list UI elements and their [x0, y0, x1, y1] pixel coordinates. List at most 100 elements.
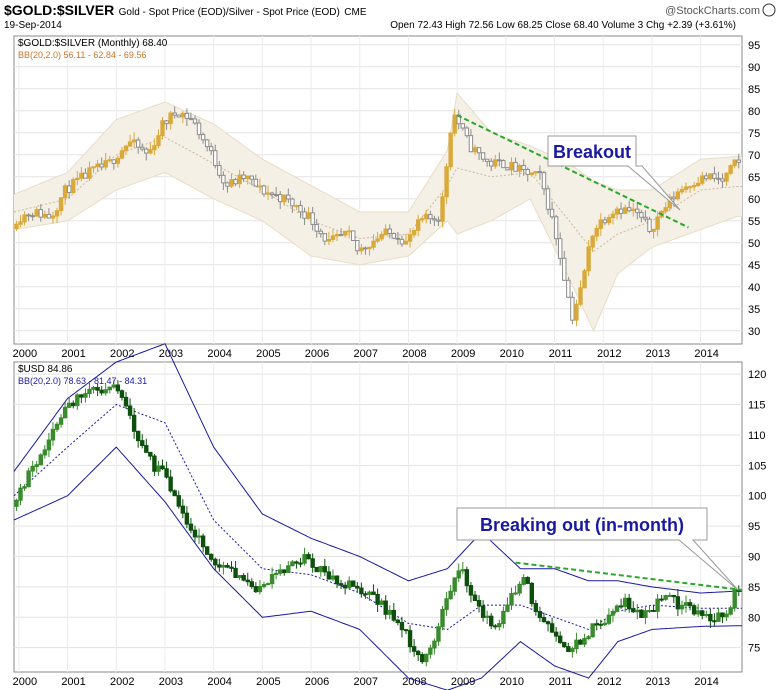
candle	[659, 598, 664, 601]
y-tick-label: 80	[748, 106, 760, 118]
candle	[675, 596, 681, 610]
candle	[436, 219, 441, 222]
trend-line	[456, 114, 689, 229]
candle	[123, 396, 129, 407]
y-tick-label: 35	[748, 304, 760, 316]
candle	[351, 230, 356, 242]
candle	[590, 235, 595, 248]
candle	[103, 389, 108, 394]
candle	[14, 223, 19, 230]
candle	[253, 178, 259, 187]
candle	[164, 468, 169, 478]
y-tick-label: 45	[748, 260, 760, 272]
candle	[436, 626, 441, 642]
candle	[196, 535, 202, 538]
candle	[724, 613, 729, 618]
candle	[590, 623, 595, 638]
x-tick-label: 2001	[61, 348, 85, 360]
candle	[192, 118, 198, 124]
candle	[440, 196, 445, 222]
candle	[379, 600, 384, 605]
candle	[54, 210, 60, 217]
candle	[375, 593, 380, 605]
candle	[91, 387, 96, 390]
candle	[302, 554, 307, 564]
candle	[675, 191, 681, 200]
candle	[582, 637, 587, 645]
candle	[334, 234, 340, 237]
x-tick-label: 2005	[256, 676, 280, 688]
candle	[480, 152, 486, 160]
close-icon	[762, 3, 776, 17]
candle	[732, 159, 737, 167]
candle	[188, 523, 194, 531]
candle	[691, 185, 697, 188]
candle	[724, 172, 729, 182]
candle	[432, 218, 437, 221]
bollinger-mid	[13, 136, 742, 253]
x-tick-label: 2004	[207, 676, 231, 688]
candle	[131, 414, 137, 432]
candle	[168, 476, 173, 492]
chart-header: $GOLD:$SILVER Gold - Spot Price (EOD)/Si…	[4, 2, 776, 36]
candle	[635, 208, 640, 214]
candle	[602, 219, 608, 224]
x-tick-label: 2004	[207, 348, 231, 360]
candle	[517, 583, 522, 594]
candle	[521, 164, 526, 171]
candle	[334, 575, 340, 585]
candle	[14, 499, 19, 507]
candle	[127, 405, 133, 416]
candle	[269, 573, 275, 585]
x-tick-label: 2011	[549, 676, 573, 688]
candle	[140, 440, 145, 447]
y-tick-label: 90	[748, 62, 760, 74]
candle	[355, 585, 360, 589]
candle	[639, 212, 644, 218]
candle	[338, 583, 344, 586]
candle	[704, 175, 709, 180]
candle	[403, 240, 409, 245]
candle	[415, 219, 421, 231]
candle	[716, 612, 721, 622]
candle	[545, 188, 551, 210]
candle	[261, 185, 267, 195]
candle	[168, 112, 173, 125]
candle	[111, 384, 117, 388]
candle	[38, 209, 43, 218]
candle	[318, 230, 323, 235]
annotation-text: Breakout	[553, 142, 631, 162]
x-tick-label: 2000	[13, 348, 37, 360]
candle	[221, 565, 226, 568]
candle	[144, 445, 149, 453]
bollinger-upper	[13, 92, 742, 213]
candle	[415, 650, 421, 656]
candle	[209, 553, 214, 560]
candle	[626, 597, 632, 610]
candle	[298, 205, 303, 213]
candle	[736, 159, 741, 163]
candle	[448, 590, 453, 600]
candle	[720, 612, 725, 618]
candle	[460, 123, 466, 129]
candle	[728, 165, 733, 174]
candle	[351, 580, 356, 587]
candle	[614, 208, 620, 215]
candle	[50, 215, 56, 219]
y-tick-label: 95	[748, 40, 760, 52]
candle	[282, 569, 287, 574]
x-tick-label: 2002	[110, 348, 134, 360]
candle	[83, 393, 88, 398]
candle	[399, 238, 405, 245]
candle	[371, 591, 376, 595]
x-tick-label: 2007	[353, 348, 377, 360]
y-tick-label: 115	[748, 400, 766, 412]
candle	[30, 465, 35, 472]
candle	[399, 622, 405, 631]
candle	[533, 171, 539, 174]
candle	[164, 120, 169, 125]
candle	[570, 296, 575, 321]
candle	[286, 565, 291, 574]
candle	[643, 610, 648, 618]
